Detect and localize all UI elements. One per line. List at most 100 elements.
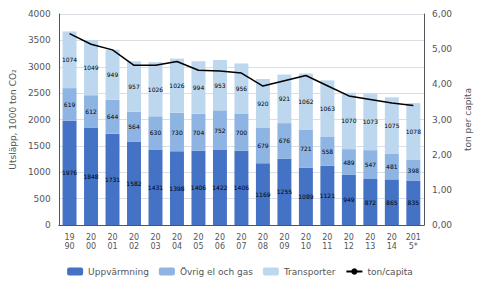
svg-text:12: 12 (344, 242, 354, 251)
svg-text:1398: 1398 (169, 185, 184, 192)
svg-text:2,00: 2,00 (432, 150, 452, 160)
svg-text:2000: 2000 (28, 115, 51, 125)
svg-text:1406: 1406 (191, 184, 206, 191)
svg-text:956: 956 (236, 85, 248, 92)
svg-text:1026: 1026 (169, 82, 184, 89)
svg-text:20: 20 (172, 233, 182, 242)
svg-text:10: 10 (301, 242, 311, 251)
svg-text:20: 20 (86, 233, 96, 242)
svg-text:20: 20 (236, 233, 246, 242)
svg-text:0,00: 0,00 (432, 220, 452, 230)
svg-text:05: 05 (193, 242, 203, 251)
svg-text:1500: 1500 (28, 141, 51, 151)
svg-text:921: 921 (279, 95, 291, 102)
svg-text:1848: 1848 (83, 173, 98, 180)
svg-text:500: 500 (34, 194, 51, 204)
svg-text:1000: 1000 (28, 167, 51, 177)
svg-text:730: 730 (171, 129, 183, 136)
svg-text:11: 11 (322, 242, 332, 251)
svg-text:1026: 1026 (148, 86, 163, 93)
svg-text:704: 704 (193, 129, 205, 136)
svg-text:564: 564 (128, 123, 140, 130)
svg-text:1070: 1070 (341, 117, 356, 124)
svg-text:1049: 1049 (83, 64, 98, 71)
svg-text:3500: 3500 (28, 35, 51, 45)
svg-text:0: 0 (45, 220, 51, 230)
svg-text:1121: 1121 (320, 192, 335, 199)
svg-text:994: 994 (193, 84, 205, 91)
svg-text:4,00: 4,00 (432, 79, 452, 89)
svg-text:20: 20 (344, 233, 354, 242)
svg-text:04: 04 (172, 242, 182, 251)
svg-text:547: 547 (365, 161, 377, 168)
svg-text:Transporter: Transporter (283, 267, 336, 277)
svg-text:1074: 1074 (62, 56, 77, 63)
svg-text:1062: 1062 (298, 98, 313, 105)
svg-text:201: 201 (406, 233, 421, 242)
svg-text:Utsläpp, 1000 ton CO₂: Utsläpp, 1000 ton CO₂ (8, 69, 18, 170)
svg-text:1731: 1731 (105, 176, 120, 183)
svg-text:14: 14 (387, 242, 397, 251)
svg-text:630: 630 (150, 129, 162, 136)
svg-text:03: 03 (150, 242, 160, 251)
svg-text:20: 20 (279, 233, 289, 242)
svg-text:4000: 4000 (28, 9, 51, 19)
svg-text:949: 949 (343, 196, 355, 203)
svg-text:ton/capita: ton/capita (367, 267, 413, 277)
svg-text:00: 00 (86, 242, 96, 251)
svg-text:20: 20 (387, 233, 397, 242)
svg-text:1073: 1073 (363, 118, 378, 125)
svg-text:644: 644 (107, 113, 119, 120)
svg-text:ton per capita: ton per capita (463, 88, 473, 151)
svg-text:612: 612 (85, 108, 97, 115)
svg-text:1582: 1582 (126, 180, 141, 187)
svg-text:953: 953 (214, 82, 226, 89)
svg-text:558: 558 (322, 148, 334, 155)
svg-text:13: 13 (365, 242, 375, 251)
svg-text:676: 676 (279, 137, 291, 144)
svg-text:835: 835 (408, 199, 420, 206)
svg-text:481: 481 (386, 163, 398, 170)
svg-text:Uppvärmning: Uppvärmning (88, 267, 149, 277)
svg-text:09: 09 (279, 242, 289, 251)
svg-text:619: 619 (64, 101, 76, 108)
svg-text:1089: 1089 (298, 193, 313, 200)
svg-text:20: 20 (258, 233, 268, 242)
svg-text:872: 872 (365, 199, 377, 206)
svg-text:752: 752 (214, 127, 226, 134)
svg-text:3,00: 3,00 (432, 115, 452, 125)
svg-text:Övrig el och gas: Övrig el och gas (180, 267, 253, 277)
svg-text:1063: 1063 (320, 105, 335, 112)
svg-text:679: 679 (257, 142, 269, 149)
svg-text:1255: 1255 (277, 188, 292, 195)
svg-text:1431: 1431 (148, 184, 163, 191)
svg-text:20: 20 (301, 233, 311, 242)
svg-text:1075: 1075 (384, 122, 399, 129)
svg-text:957: 957 (128, 83, 140, 90)
svg-text:949: 949 (107, 71, 119, 78)
svg-text:20: 20 (193, 233, 203, 242)
svg-text:90: 90 (64, 242, 74, 251)
svg-text:07: 07 (236, 242, 246, 251)
svg-text:1406: 1406 (234, 184, 249, 191)
svg-text:398: 398 (408, 167, 420, 174)
svg-text:20: 20 (322, 233, 332, 242)
svg-text:20: 20 (129, 233, 139, 242)
svg-text:5*: 5* (409, 242, 418, 251)
svg-text:1169: 1169 (255, 191, 270, 198)
svg-text:1078: 1078 (406, 128, 421, 135)
svg-text:3000: 3000 (28, 62, 51, 72)
svg-text:20: 20 (215, 233, 225, 242)
svg-text:1,00: 1,00 (432, 185, 452, 195)
svg-text:6,00: 6,00 (432, 9, 452, 19)
svg-text:06: 06 (215, 242, 225, 251)
svg-text:700: 700 (236, 129, 248, 136)
svg-text:20: 20 (150, 233, 160, 242)
svg-text:1422: 1422 (212, 184, 227, 191)
svg-text:5,00: 5,00 (432, 44, 452, 54)
svg-text:01: 01 (107, 242, 117, 251)
svg-text:920: 920 (257, 100, 269, 107)
svg-text:865: 865 (386, 199, 398, 206)
svg-text:2500: 2500 (28, 88, 51, 98)
svg-text:19: 19 (64, 233, 74, 242)
